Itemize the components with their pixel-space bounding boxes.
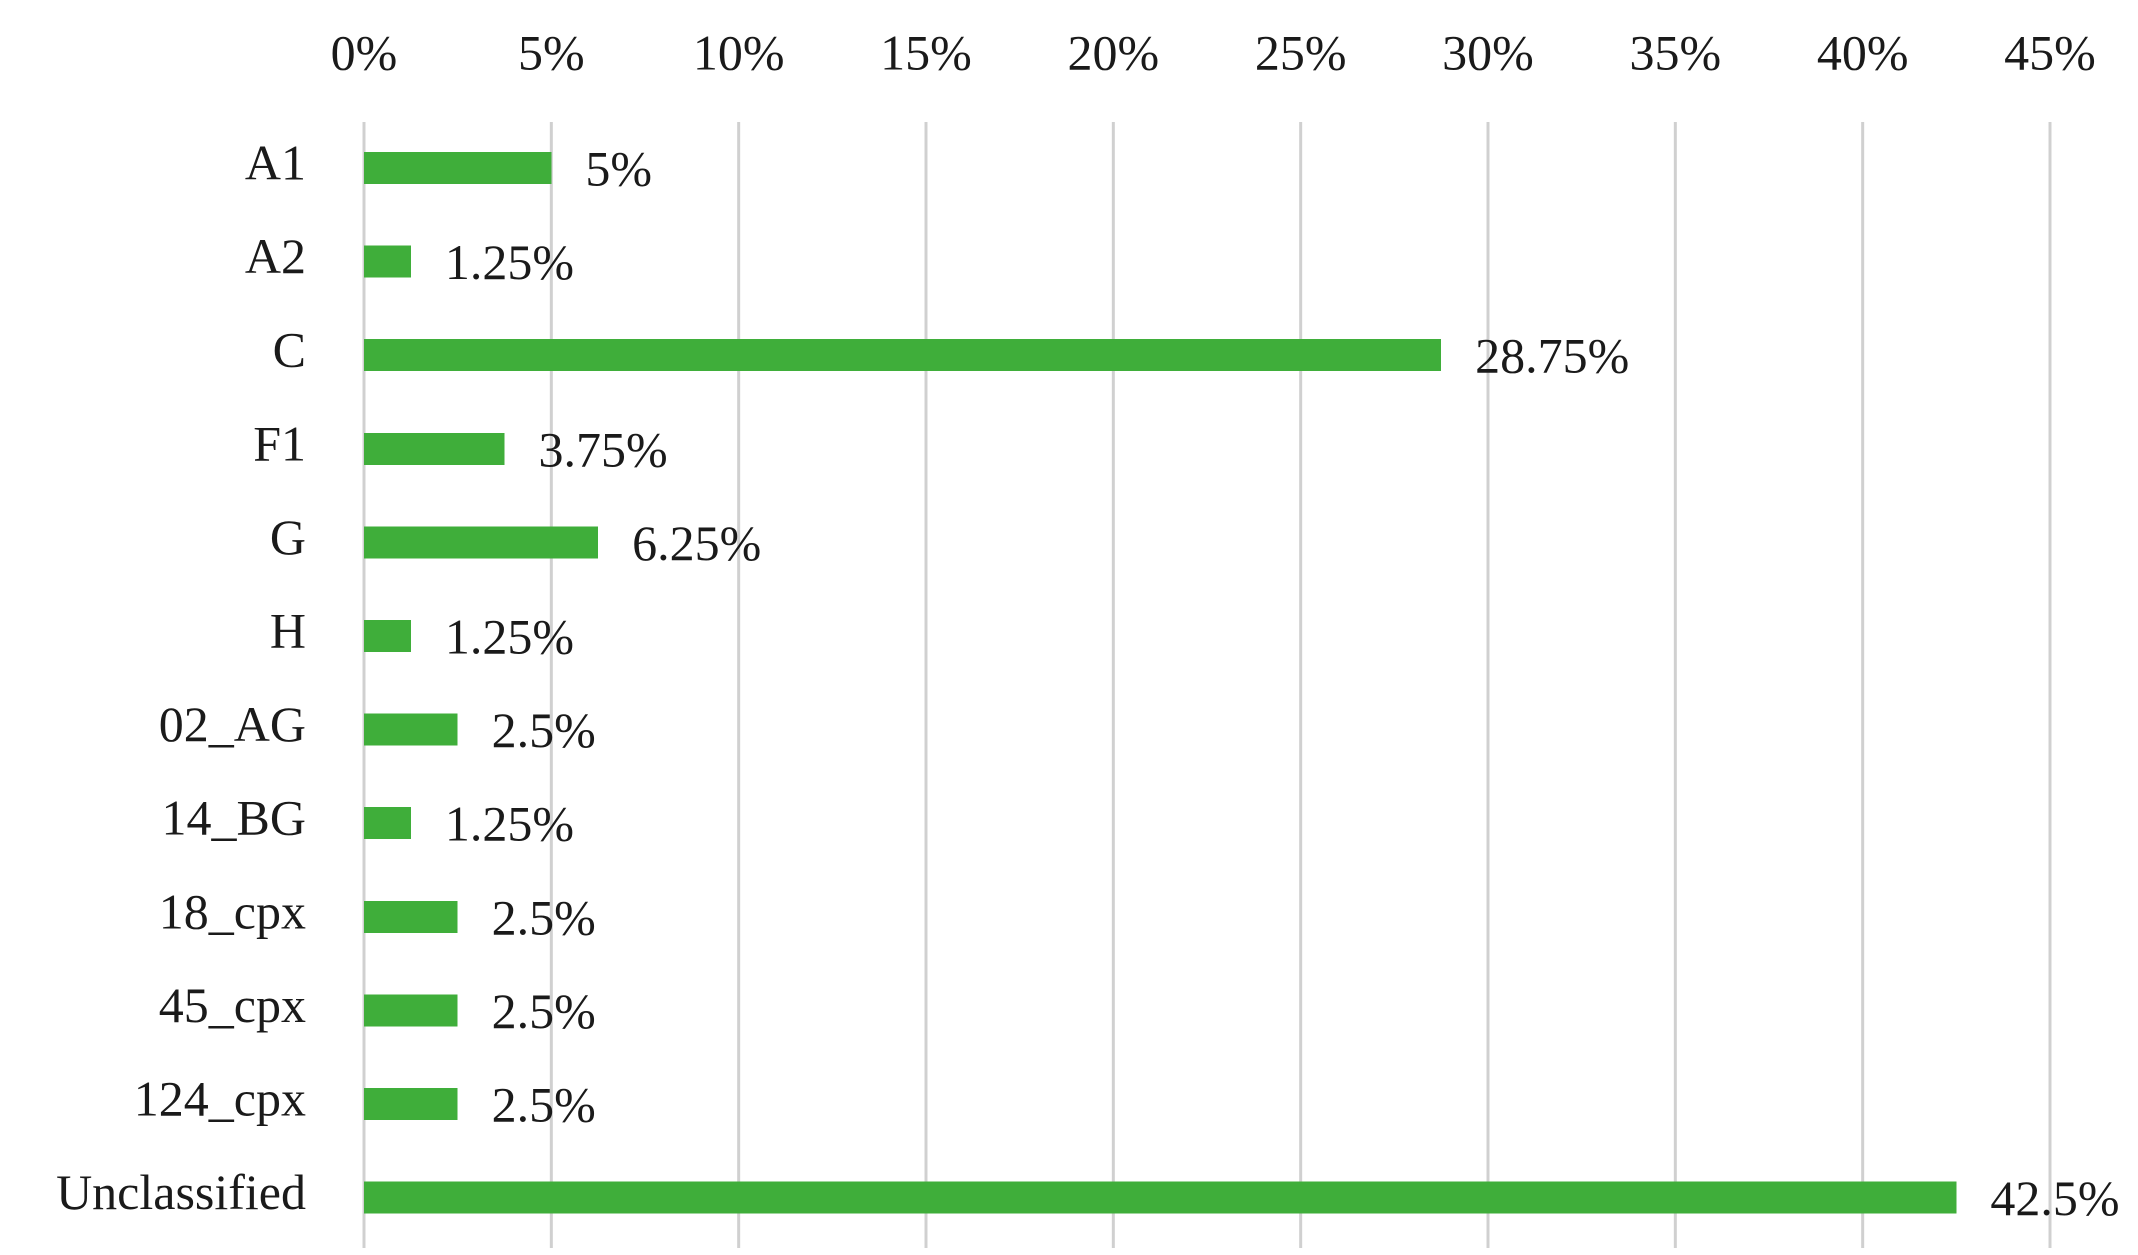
category-label: F1 [253,415,306,471]
category-label: 14_BG [162,790,306,846]
category-labels: A1 A2 C F1 GH 02_AG 14_BG 18_cpx 45_cpx 124_cpx Un… [56,134,306,1220]
category-label: 18_cpx [159,883,306,939]
x-tick-label: 30% [1442,24,1534,80]
bar [364,152,552,184]
data-label: 3.75% [539,421,668,477]
bar [364,900,458,933]
x-tick-label: 45% [2004,24,2096,80]
x-tick-label: 20% [1068,24,1160,80]
category-label: G [270,509,306,565]
category-label: 45_cpx [159,977,306,1033]
data-label: 1.25% [445,796,574,852]
x-tick-label: 0% [331,24,398,80]
category-label: H [270,602,306,658]
data-labels: 5%1.25%28.75%3.75%6.25%1.25%2.5%1.25%2.5… [445,140,2120,1226]
bar [364,339,1442,372]
bar [364,994,458,1027]
category-label: 124_cpx [134,1070,306,1126]
data-label: 28.75% [1475,328,1629,384]
bar [364,713,458,746]
data-label: 1.25% [445,608,574,664]
bar [364,526,599,559]
bar [364,807,411,840]
category-label: A2 [245,228,306,284]
gridlines [362,122,2052,1248]
data-label: 2.5% [492,702,596,758]
data-label: 1.25% [445,234,574,290]
x-tick-label: 40% [1817,24,1909,80]
data-label: 2.5% [492,1076,596,1132]
x-axis-ticks: 0% 5% 10% 15% 20% 25% 30% 35% 40% 45% [331,24,2096,80]
bars [364,152,1957,1214]
bar [364,1088,458,1120]
category-label: C [273,322,306,378]
x-tick-label: 15% [880,24,972,80]
data-label: 42.5% [1990,1170,2119,1226]
category-label: Unclassified [56,1164,306,1220]
x-tick-label: 10% [693,24,785,80]
bar [364,245,411,278]
bar [364,1181,1957,1214]
bar [364,432,505,465]
data-label: 2.5% [492,983,596,1039]
x-tick-label: 35% [1630,24,1722,80]
x-tick-label: 25% [1255,24,1347,80]
bar [364,620,411,652]
category-label: A1 [245,134,306,190]
data-label: 5% [585,140,652,196]
category-label: 02_AG [159,696,306,752]
x-tick-label: 5% [518,24,585,80]
data-label: 2.5% [492,889,596,945]
data-label: 6.25% [632,515,761,571]
